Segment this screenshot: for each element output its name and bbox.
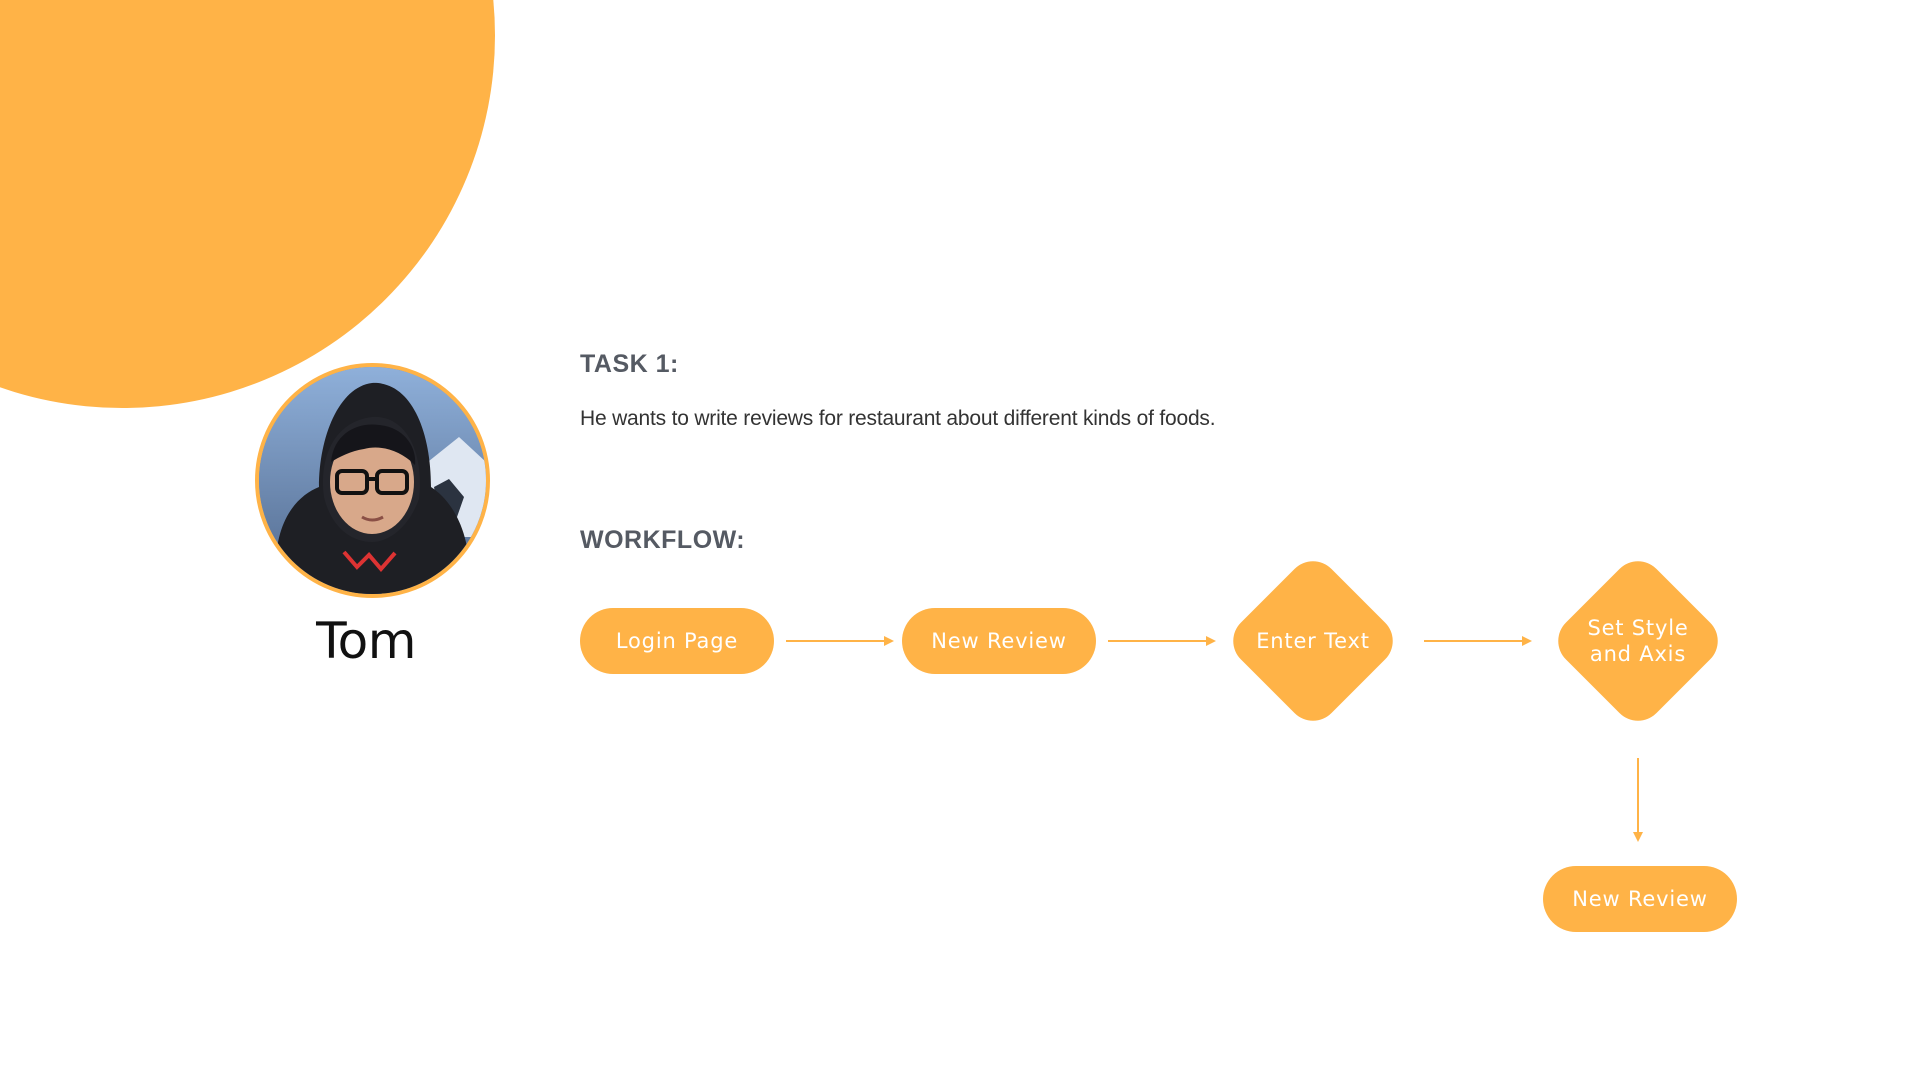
persona-name: Tom	[316, 612, 416, 670]
workflow-step-login-page: Login Page	[580, 608, 774, 674]
task-heading: TASK 1:	[580, 350, 679, 378]
avatar	[255, 363, 490, 598]
workflow-step-label: New Review	[1572, 887, 1708, 911]
workflow-step-set-style-and-axis: Set Style and Axis	[1547, 550, 1729, 732]
person-photo-icon	[259, 367, 486, 594]
arrowhead-icon	[1522, 636, 1532, 646]
arrowhead-icon	[884, 636, 894, 646]
workflow-step-label: Login Page	[615, 629, 739, 653]
workflow-step-enter-text: Enter Text	[1222, 550, 1404, 732]
workflow-step-new-review: New Review	[902, 608, 1096, 674]
workflow-step-label: Set Style and Axis	[1587, 616, 1689, 666]
arrowhead-icon	[1633, 832, 1643, 842]
task-description: He wants to write reviews for restaurant…	[580, 407, 1216, 430]
decorative-circle	[0, 0, 495, 408]
workflow-step-label: Enter Text	[1256, 629, 1370, 653]
workflow-step-new-review-final: New Review	[1543, 866, 1737, 932]
workflow-heading: WORKFLOW:	[580, 526, 746, 554]
workflow-step-label: New Review	[931, 629, 1067, 653]
arrowhead-icon	[1206, 636, 1216, 646]
